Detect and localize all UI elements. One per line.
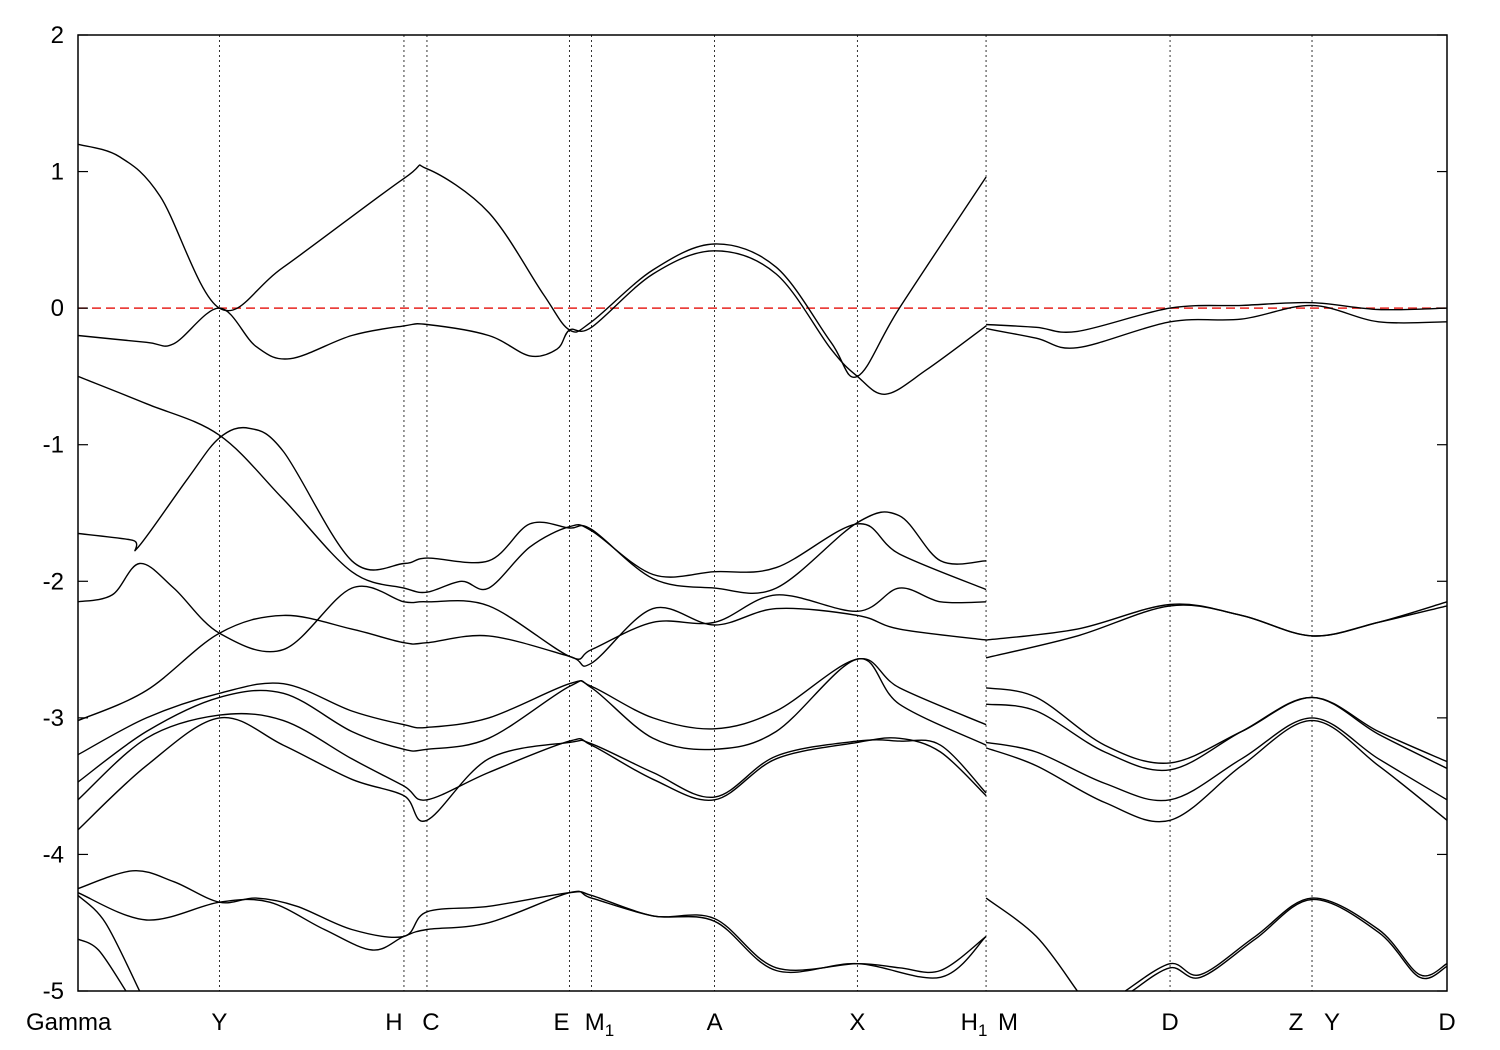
x-tick-subscript: 1	[978, 1021, 987, 1040]
band-line-10	[985, 604, 1448, 659]
band-line-16	[986, 696, 1448, 772]
x-tick-label: Gamma	[26, 1009, 112, 1036]
band-line-13	[77, 712, 987, 801]
band-line-21	[77, 894, 141, 992]
plot-frame	[77, 34, 1448, 992]
x-tick-label: H	[385, 1009, 402, 1036]
plot-area	[77, 34, 1448, 992]
x-axis: Gamma Y H C E M1 A X H1 M D Z Y D	[26, 1009, 1456, 1040]
x-tick-label: A	[707, 1009, 723, 1036]
band-line-19	[77, 870, 987, 974]
y-tick-label: -1	[43, 432, 64, 459]
band-line-3	[986, 301, 1448, 333]
band-line-24	[1124, 897, 1448, 992]
band-line-17	[985, 717, 1448, 802]
x-tick-label: E	[553, 1009, 569, 1036]
x-tick-subscript: 1	[605, 1021, 614, 1040]
x-tick-label: Y	[211, 1009, 227, 1036]
band-line-2	[77, 250, 987, 395]
x-tick-label: M	[998, 1009, 1018, 1036]
y-tick-label: -4	[43, 841, 64, 868]
x-tick-label: D	[1438, 1009, 1455, 1036]
band-line-25	[1131, 898, 1448, 992]
y-tick-label: 0	[51, 295, 64, 322]
band-lines	[77, 143, 1448, 992]
x-tick-label: H1	[961, 1009, 988, 1040]
band-line-23	[985, 897, 1078, 992]
band-line-6	[77, 426, 987, 594]
y-tick-label: -3	[43, 705, 64, 732]
band-line-20	[77, 890, 987, 979]
x-tick-label: M1	[585, 1009, 614, 1040]
band-line-18	[985, 719, 1448, 823]
y-tick-label: -5	[43, 978, 64, 1005]
band-line-9	[986, 601, 1448, 641]
x-tick-label: X	[849, 1009, 865, 1036]
band-line-14	[77, 716, 987, 831]
x-tick-label: Z	[1289, 1009, 1304, 1036]
band-line-7	[77, 562, 987, 660]
band-line-11	[77, 658, 987, 756]
high-symmetry-guides	[219, 35, 1313, 991]
band-line-4	[985, 304, 1448, 349]
y-tick-label: 1	[51, 159, 64, 186]
y-tick-label: 2	[51, 22, 64, 49]
band-line-1	[77, 143, 987, 378]
band-line-8	[77, 606, 987, 722]
band-line-5	[77, 375, 987, 594]
x-tick-label: D	[1161, 1009, 1178, 1036]
x-tick-label: C	[422, 1009, 439, 1036]
y-axis: 2 1 0 -1 -2 -3 -4 -5	[43, 22, 1447, 1005]
x-tick-label: Y	[1324, 1009, 1340, 1036]
y-tick-label: -2	[43, 568, 64, 595]
band-line-22	[77, 938, 127, 992]
band-line-12	[77, 658, 987, 783]
band-line-15	[985, 687, 1448, 764]
